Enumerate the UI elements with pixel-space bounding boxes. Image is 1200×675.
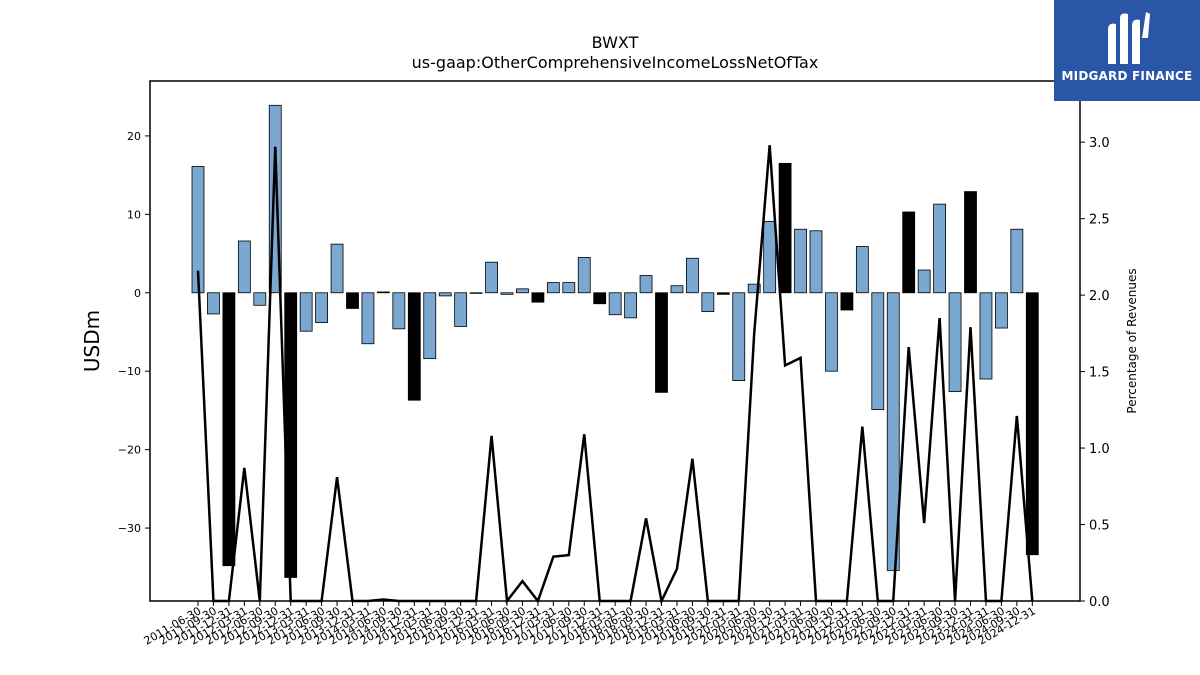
bar: [732, 292, 746, 382]
bar: [871, 292, 885, 411]
bar: [809, 230, 823, 294]
bar: [655, 292, 668, 393]
bar: [840, 292, 854, 311]
y-tick-label: 0: [134, 287, 141, 300]
bar: [995, 292, 1008, 329]
bar: [933, 203, 946, 294]
bar: [794, 228, 807, 294]
bar: [1010, 228, 1024, 294]
bar: [376, 291, 390, 294]
bar: [361, 292, 375, 345]
y-tick-label: −10: [118, 365, 141, 378]
bar: [392, 292, 406, 330]
bar: [1025, 292, 1039, 556]
bar: [577, 257, 591, 294]
bar: [253, 292, 267, 306]
y-tick-label: −30: [118, 522, 141, 535]
midgard-logo-icon: [1108, 12, 1150, 65]
chart-subtitle: us-gaap:OtherComprehensiveIncomeLossNetO…: [412, 53, 819, 72]
y-right-tick-label: 1.5: [1089, 366, 1110, 381]
bar: [979, 292, 993, 380]
bar: [222, 292, 236, 567]
logo-text: MIDGARD FINANCE: [1061, 69, 1193, 83]
y-tick-label: 20: [127, 130, 141, 143]
y-axis-right-label: Percentage of Revenues: [1125, 268, 1139, 413]
y-right-tick-label: 1.0: [1089, 442, 1110, 457]
bar: [747, 283, 761, 294]
logo-badge: MIDGARD FINANCE: [1054, 0, 1200, 101]
bar: [825, 292, 838, 372]
chart-title: BWXT: [592, 33, 639, 52]
y-right-tick-label: 0.5: [1089, 519, 1110, 534]
bar: [454, 292, 468, 327]
bar: [237, 240, 251, 294]
y-tick-label: −20: [118, 444, 141, 457]
y-right-tick-label: 3.0: [1089, 136, 1110, 151]
bar: [299, 292, 313, 332]
bar: [886, 292, 900, 571]
bar: [763, 220, 777, 294]
bar: [562, 282, 576, 294]
bar: [330, 243, 344, 294]
y-axis-right: 0.0 0.5 1.0 1.5 2.0 2.5 3.0: [1080, 136, 1110, 610]
bar: [500, 292, 514, 295]
y-tick-label: 10: [127, 208, 141, 221]
y-right-tick-label: 2.5: [1089, 213, 1110, 228]
bars-layer: [191, 104, 1039, 578]
bar: [964, 191, 977, 294]
bar: [902, 211, 916, 294]
bar: [284, 292, 298, 578]
bar: [855, 246, 869, 294]
y-right-tick-label: 0.0: [1089, 595, 1110, 610]
bar: [778, 162, 792, 294]
bar: [639, 275, 653, 294]
bar: [438, 292, 452, 297]
y-right-tick-label: 2.0: [1089, 289, 1110, 304]
bar: [670, 285, 684, 294]
bar: [686, 257, 699, 294]
bar: [716, 292, 730, 295]
y-axis-left: 20 10 0 −10 −20 −30: [118, 130, 150, 535]
bar: [346, 292, 359, 309]
bar: [917, 269, 931, 294]
bar: [485, 261, 498, 294]
y-axis-label: USDm: [80, 310, 104, 372]
bar: [948, 292, 962, 392]
bar: [516, 288, 529, 294]
x-axis: 2011-06-302011-09-302011-12-312012-03-31…: [142, 601, 1038, 648]
bar: [423, 292, 437, 360]
bar: [624, 292, 637, 319]
bar: [315, 292, 329, 323]
bar: [531, 292, 545, 303]
bar: [407, 292, 421, 401]
bar: [469, 292, 483, 294]
bar: [608, 292, 622, 316]
bar: [593, 292, 607, 305]
bar: [701, 292, 715, 312]
bar: [207, 292, 220, 315]
bar: [546, 282, 560, 294]
